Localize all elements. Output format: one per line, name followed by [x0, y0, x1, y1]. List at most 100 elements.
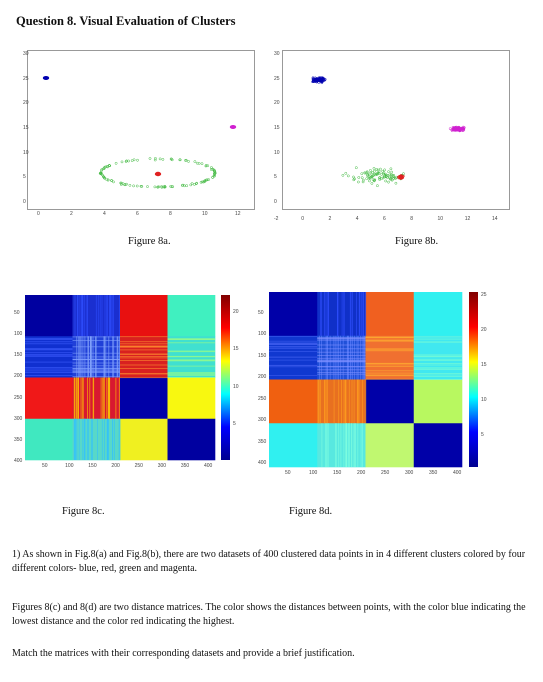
matrix-stripe	[319, 379, 321, 424]
matrix-stripe	[325, 423, 326, 467]
matrix-stripe	[359, 292, 361, 336]
matrix-block	[25, 295, 73, 337]
green-cluster-point	[213, 169, 217, 173]
matrix-stripe	[351, 423, 353, 467]
matrix-stripe	[327, 379, 328, 424]
y-tick-label: 25	[23, 75, 29, 82]
matrix-block	[413, 423, 463, 468]
matrix-stripe	[72, 358, 120, 360]
matrix-stripe	[167, 351, 215, 353]
matrix-stripe	[365, 350, 414, 352]
x-tick-label: 300	[405, 470, 414, 476]
matrix-stripe	[327, 423, 329, 467]
matrix-stripe	[25, 338, 73, 339]
caption-8d: Figure 8d.	[289, 506, 333, 517]
x-tick-label: 200	[357, 470, 366, 476]
green-cluster-point	[128, 183, 132, 187]
matrix-stripe	[348, 423, 350, 467]
matrix-block	[120, 418, 168, 461]
matrix-stripe	[120, 343, 168, 345]
matrix-stripe	[107, 418, 108, 460]
colorbar-tick-label: 25	[481, 292, 487, 298]
green-cluster-point	[210, 166, 213, 169]
green-cluster-point	[361, 180, 365, 184]
matrix-block	[269, 335, 318, 380]
green-cluster-point	[110, 179, 113, 182]
matrix-stripe	[167, 377, 215, 378]
y-tick-label: 15	[274, 125, 280, 131]
matrix-stripe	[167, 360, 215, 361]
matrix-stripe	[321, 423, 323, 467]
matrix-stripe	[357, 379, 359, 424]
matrix-stripe	[269, 348, 318, 349]
green-cluster-point	[389, 177, 392, 181]
matrix-stripe	[72, 365, 120, 367]
colorbar-tick-label: 20	[481, 327, 487, 333]
x-tick-label: 400	[453, 470, 462, 476]
green-cluster-point	[193, 183, 196, 186]
y-tick-label: 100	[258, 331, 267, 338]
green-cluster-point	[376, 168, 380, 172]
matrix-stripe	[327, 292, 329, 336]
matrix-stripe	[25, 339, 73, 340]
matrix-stripe	[327, 335, 328, 380]
matrix-stripe	[114, 418, 115, 460]
matrix-stripe	[335, 423, 336, 467]
green-cluster-point	[195, 181, 199, 185]
x-tick-label: 250	[381, 470, 390, 476]
colorbar-tick-label: 5	[233, 421, 236, 427]
green-cluster-point	[392, 175, 395, 179]
matrix-stripe	[269, 351, 318, 352]
x-tick-label: 2	[70, 211, 73, 217]
matrix-stripe	[360, 335, 361, 380]
x-tick-label: 6	[136, 211, 139, 217]
green-cluster-point	[204, 164, 208, 168]
matrix-stripe	[365, 370, 414, 372]
matrix-stripe	[365, 364, 414, 366]
scatter-plot-8a	[27, 50, 255, 210]
matrix-block	[120, 377, 168, 420]
matrix-stripe	[363, 292, 365, 336]
matrix-stripe	[363, 335, 365, 380]
matrix-stripe	[72, 367, 120, 369]
green-cluster-point	[136, 158, 139, 162]
matrix-stripe	[86, 295, 88, 337]
matrix-stripe	[83, 418, 85, 460]
matrix-stripe	[80, 377, 82, 419]
green-cluster-point	[185, 184, 189, 188]
matrix-stripe	[326, 423, 327, 467]
matrix-block	[365, 423, 415, 468]
green-cluster-point	[190, 182, 194, 185]
matrix-stripe	[72, 340, 120, 341]
matrix-block	[413, 292, 463, 337]
green-cluster-point	[112, 180, 115, 184]
matrix-stripe	[333, 335, 335, 380]
matrix-stripe	[25, 355, 73, 357]
matrix-stripe	[72, 362, 120, 364]
matrix-stripe	[317, 373, 366, 375]
matrix-stripe	[118, 418, 120, 460]
green-cluster-point	[377, 172, 381, 175]
matrix-stripe	[363, 335, 364, 380]
matrix-stripe	[120, 360, 168, 361]
matrix-stripe	[317, 351, 366, 353]
matrix-stripe	[82, 418, 84, 460]
x-tick-label: 0	[301, 216, 305, 222]
green-cluster-point	[184, 159, 187, 162]
matrix-stripe	[78, 377, 79, 419]
matrix-stripe	[269, 344, 318, 345]
x-tick-label: 50	[42, 463, 48, 469]
matrix-stripe	[72, 371, 120, 373]
x-tick-label: 400	[204, 463, 213, 469]
matrix-block	[120, 336, 168, 378]
green-cluster-point	[178, 158, 182, 162]
green-cluster-point	[389, 172, 393, 176]
matrix-stripe	[413, 376, 462, 377]
matrix-stripe	[102, 377, 104, 419]
x-tick-label: 150	[88, 463, 97, 469]
matrix-stripe	[100, 377, 102, 419]
green-cluster-point	[106, 165, 110, 169]
matrix-stripe	[357, 335, 359, 380]
matrix-stripe	[317, 338, 366, 340]
x-tick-label: 12	[235, 211, 241, 217]
